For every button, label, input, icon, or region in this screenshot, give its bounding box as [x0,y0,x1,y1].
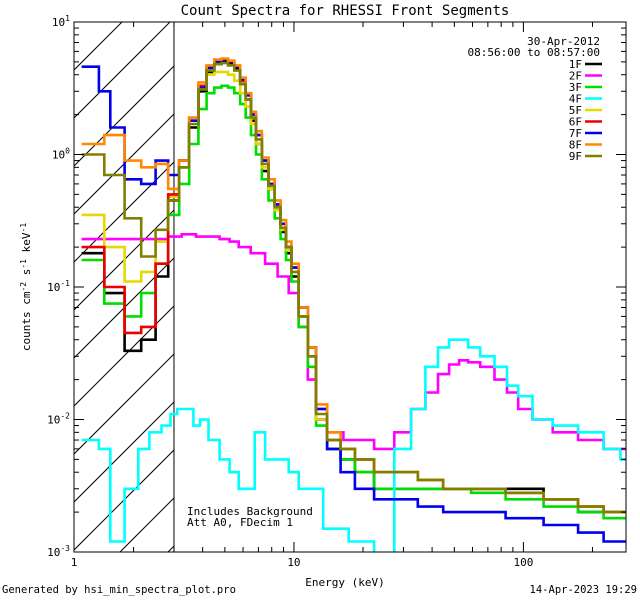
svg-text:counts cm-2 s-1 keV-1: counts cm-2 s-1 keV-1 [19,223,33,351]
hatch-line [74,22,219,167]
y-tick-label: 10-3 [47,544,70,559]
annotation-background: Includes Background [187,505,313,518]
legend-label-3F: 3F [569,81,582,94]
time-range-label: 08:56:00 to 08:57:00 [468,46,600,59]
legend-label-6F: 6F [569,116,582,129]
generated-by-footer: Generated by hsi_min_spectra_plot.pro [2,584,236,596]
timestamp-footer: 14-Apr-2023 19:29 [529,584,637,596]
date-label: 30-Apr-2012 [527,35,600,48]
chart-title: Count Spectra for RHESSI Front Segments [181,3,510,19]
legend-label-9F: 9F [569,150,582,163]
x-tick-label: 100 [513,556,533,569]
y-tick-label: 10-1 [47,279,70,294]
excluded-energy-hatch [74,22,626,552]
legend-label-1F: 1F [569,58,582,71]
legend-label-2F: 2F [569,70,582,83]
hatch-line [74,22,171,119]
series-4F [81,338,626,552]
legend-label-4F: 4F [569,93,582,106]
y-tick-label: 10-2 [47,412,70,427]
series-9F [81,61,626,514]
y-axis-ticks: 10-3 10-2 10-1 100 101 [47,14,626,559]
y-axis-label: counts cm-2 s-1 keV-1 [19,223,33,351]
legend-label-7F: 7F [569,127,582,140]
annotation-attenuator: Att A0, FDecim 1 [187,516,293,529]
y-tick-label: 101 [52,14,70,29]
x-axis-ticks: 1 10 100 [71,22,593,569]
series-layer [81,57,626,552]
x-tick-label: 1 [71,556,78,569]
legend-label-8F: 8F [569,139,582,152]
legend-label-5F: 5F [569,104,582,117]
series-7F [81,58,626,543]
y-tick-label: 100 [52,147,70,162]
x-tick-label: 10 [287,556,300,569]
x-axis-label: Energy (keV) [305,576,384,589]
